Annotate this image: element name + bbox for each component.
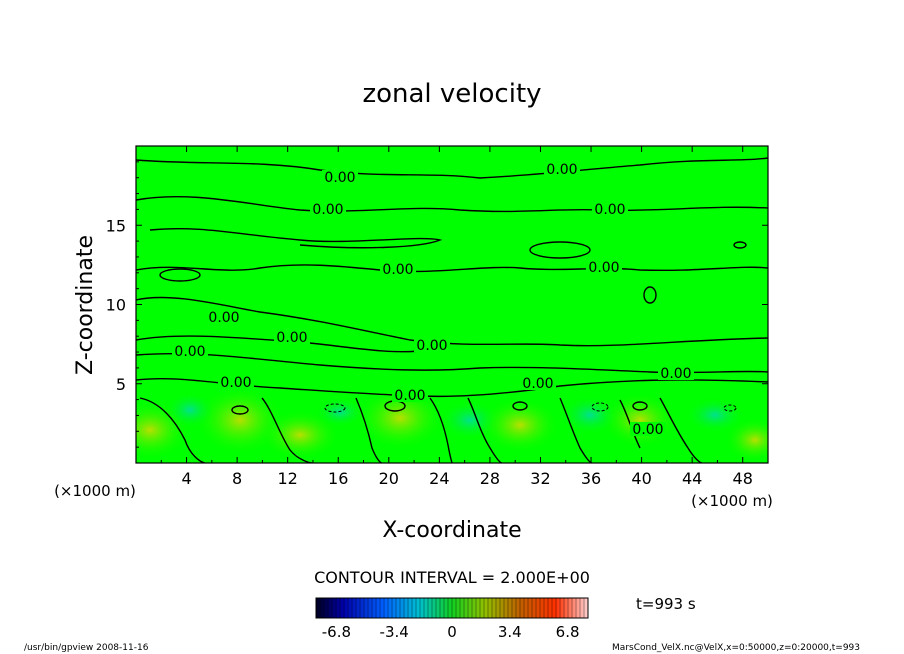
colorbar-tick-label: -3.4 — [380, 623, 409, 641]
contour-label-bg — [218, 375, 254, 389]
contour-label-bg — [172, 344, 208, 358]
x-tick-label: 24 — [429, 469, 449, 488]
contour-label: 0.00 — [208, 310, 239, 326]
x-tick-label: 28 — [480, 469, 500, 488]
contour-label-bg — [586, 260, 622, 274]
contour-label-bg — [630, 422, 666, 436]
x-tick-label: 48 — [733, 469, 753, 488]
x-unit-label-right: (×1000 m) — [691, 492, 773, 510]
contour-label: 0.00 — [220, 375, 251, 391]
contour-label-bg — [322, 170, 358, 184]
axis-ticks — [136, 146, 768, 463]
x-tick-label: 12 — [278, 469, 298, 488]
colorbar-tick-label: 6.8 — [556, 623, 580, 641]
footer-right: MarsCond_VelX.nc@VelX,x=0:50000,z=0:2000… — [612, 643, 860, 653]
contour-label: 0.00 — [174, 344, 205, 360]
plot-area — [136, 146, 768, 463]
x-tick-label: 8 — [232, 469, 242, 488]
contour-label: 0.00 — [632, 422, 663, 438]
contour-label-bg — [392, 388, 428, 402]
colorbar-tick-label: 3.4 — [498, 623, 522, 641]
contour-label: 0.00 — [588, 260, 619, 276]
contour-label: 0.00 — [382, 262, 413, 278]
contour-label-bg — [520, 376, 556, 390]
contour-label-bg — [274, 330, 310, 344]
lower-layer-blobs — [136, 385, 768, 462]
x-tick-label: 40 — [631, 469, 651, 488]
x-tick-label: 4 — [181, 469, 191, 488]
contour-labels: 0.00 0.00 0.00 0.00 0.00 0.00 0.00 0.00 0.00 0.00… — [172, 162, 694, 438]
contour-label: 0.00 — [276, 330, 307, 346]
contour-label-bg — [592, 202, 628, 216]
contour-label: 0.00 — [394, 388, 425, 404]
y-axis-label: Z-coordinate — [73, 235, 98, 375]
x-tick-labels: 4 8 12 16 20 24 28 32 36 40 44 48 — [181, 469, 752, 488]
x-axis-label: X-coordinate — [382, 518, 521, 543]
negative-contours — [324, 402, 737, 413]
contour-label-bg — [544, 162, 580, 176]
y-tick-label: 5 — [116, 375, 126, 394]
contour-label: 0.00 — [416, 338, 447, 354]
contour-label: 0.00 — [312, 202, 343, 218]
contour-label-bg — [310, 202, 346, 216]
contour-label: 0.00 — [522, 376, 553, 392]
footer-left: /usr/bin/gpview 2008-11-16 — [24, 643, 149, 653]
contour-label: 0.00 — [660, 366, 691, 382]
time-label: t=993 s — [636, 595, 696, 613]
contour-label-bg — [414, 338, 450, 352]
contour-label-bg — [658, 366, 694, 380]
contour-label: 0.00 — [594, 202, 625, 218]
contour-label: 0.00 — [324, 170, 355, 186]
x-tick-label: 32 — [530, 469, 550, 488]
x-tick-label: 16 — [328, 469, 348, 488]
colorbar-tick-label: 0 — [447, 623, 457, 641]
y-tick-label: 10 — [106, 296, 126, 315]
x-unit-label-left: (×1000 m) — [54, 482, 136, 500]
colorbar-frame — [315, 597, 589, 619]
colorbar-scale — [316, 598, 588, 618]
x-tick-label: 44 — [682, 469, 702, 488]
colorbar: -6.8 -3.4 0 3.4 6.8 — [315, 597, 589, 641]
colorbar-tick-label: -6.8 — [322, 623, 351, 641]
chart-title: zonal velocity — [362, 79, 541, 109]
x-tick-label: 20 — [379, 469, 399, 488]
y-tick-label: 15 — [106, 216, 126, 235]
y-tick-labels: 5 10 15 — [106, 216, 126, 394]
contour-label-bg — [380, 262, 416, 276]
contour-label: 0.00 — [546, 162, 577, 178]
contour-interval-text: CONTOUR INTERVAL = 2.000E+00 — [314, 568, 590, 587]
x-tick-label: 36 — [581, 469, 601, 488]
colorbar-tick-labels: -6.8 -3.4 0 3.4 6.8 — [322, 623, 580, 641]
colorbar-stripes — [315, 598, 585, 618]
contour-label-bg — [206, 310, 242, 324]
